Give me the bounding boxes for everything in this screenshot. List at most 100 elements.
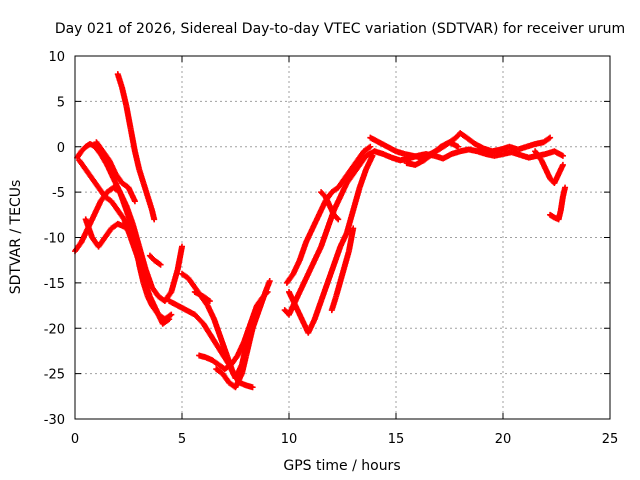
series-2 (72, 184, 185, 305)
data-point-run (243, 335, 254, 357)
data-point-run (132, 149, 142, 171)
x-axis-label: GPS time / hours (283, 458, 400, 474)
data-point-run (464, 135, 477, 147)
data-point (335, 216, 342, 223)
data-point-run (350, 186, 363, 212)
data-point-run (149, 285, 161, 299)
series-14 (286, 152, 376, 336)
data-point-run (362, 144, 373, 154)
data-point-run (123, 204, 136, 226)
data-point (264, 288, 271, 295)
data-point-run (355, 149, 366, 163)
data-point (168, 311, 175, 318)
series-11 (213, 302, 263, 391)
y-tick-label: -30 (44, 413, 65, 428)
y-tick-label: 5 (57, 95, 65, 110)
data-point-run (297, 240, 309, 262)
data-point-run (357, 167, 369, 190)
data-point-run (336, 176, 347, 190)
data-point-run (533, 149, 544, 163)
data-point (206, 298, 213, 305)
data-point-run (325, 263, 337, 285)
data-points (72, 71, 569, 391)
data-point-run (282, 308, 291, 317)
x-tick-label: 20 (495, 432, 512, 447)
data-point-run (127, 127, 138, 153)
data-point-run (209, 335, 223, 353)
series-5 (93, 139, 138, 205)
x-tick-label: 0 (71, 432, 79, 447)
data-point-run (318, 281, 331, 303)
series-13 (283, 143, 374, 286)
data-point-run (136, 245, 149, 271)
data-point (131, 198, 138, 205)
data-point-run (77, 158, 88, 172)
data-point-run (541, 135, 552, 145)
data-point-run (111, 185, 122, 195)
data-point (157, 261, 164, 268)
data-point-run (239, 353, 249, 376)
data-point-run (143, 267, 155, 290)
data-point (547, 134, 554, 141)
data-point-run (344, 208, 356, 235)
data-point-run (92, 144, 103, 156)
data-point-run (74, 149, 84, 160)
data-point-run (96, 235, 108, 249)
data-point-run (102, 226, 114, 240)
data-point-run (83, 141, 92, 150)
data-point (369, 152, 376, 159)
data-point-run (186, 276, 197, 290)
x-tick-label: 5 (178, 432, 186, 447)
series-16 (328, 225, 357, 314)
y-axis-label: SDTVAR / TECUs (8, 180, 24, 295)
data-point-run (342, 167, 354, 181)
data-point-run (218, 335, 230, 358)
data-point-run (115, 208, 127, 222)
data-point-run (223, 362, 233, 372)
chart-title: Day 021 of 2026, Sidereal Day-to-day VTE… (55, 21, 625, 37)
data-point-run (220, 371, 232, 385)
data-point-run (333, 272, 346, 298)
data-point-run (103, 194, 114, 204)
data-point-run (128, 235, 140, 258)
data-point-run (548, 176, 557, 185)
data-point-run (558, 195, 566, 212)
data-point-run (161, 317, 171, 326)
y-tick-label: 0 (57, 141, 65, 156)
x-tick-label: 25 (602, 432, 619, 447)
data-point-run (100, 149, 112, 163)
data-point-run (330, 185, 340, 195)
series-9 (191, 288, 213, 305)
data-point-run (241, 322, 253, 344)
series-21 (547, 184, 569, 223)
data-point-run (453, 131, 463, 140)
data-point-run (319, 190, 328, 199)
data-point (559, 161, 566, 168)
y-tick-label: -10 (44, 232, 65, 247)
data-point-run (119, 86, 130, 108)
data-point-run (113, 172, 125, 185)
y-tick-label: -5 (52, 186, 65, 201)
series-6 (146, 252, 164, 268)
data-point (127, 229, 134, 236)
data-point-run (94, 140, 105, 153)
data-point (256, 302, 263, 309)
data-point-run (211, 317, 224, 339)
data-point (179, 243, 185, 250)
data-point-run (168, 267, 181, 294)
data-point-run (210, 357, 221, 367)
data-point-run (214, 366, 225, 376)
series-20 (532, 148, 566, 187)
data-point (166, 316, 173, 323)
data-point-run (175, 245, 185, 271)
data-point-run (430, 144, 443, 157)
data-point-run (229, 353, 240, 367)
data-point (559, 152, 566, 159)
data-point (367, 143, 374, 150)
data-point-run (201, 321, 215, 340)
data-point-run (90, 176, 101, 190)
data-point-run (147, 253, 157, 263)
series-10 (196, 288, 271, 373)
data-point-run (79, 144, 88, 154)
